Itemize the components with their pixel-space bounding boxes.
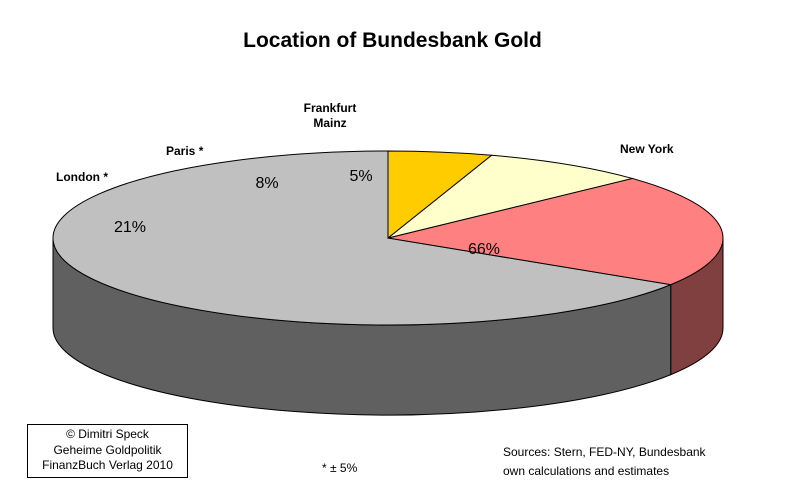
category-label-frankfurt-mainz: Frankfurt Mainz — [304, 101, 357, 130]
category-label-london: London * — [56, 170, 108, 184]
copyright-box: © Dimitri Speck Geheime Goldpolitik Fina… — [27, 424, 188, 478]
value-label-london: 21% — [114, 219, 146, 236]
sources-line-1: Sources: Stern, FED-NY, Bundesbank — [503, 445, 706, 459]
slice-frankfurt-mainz — [387, 150, 493, 240]
pie-labels: New York 66% London * 21% Paris * 8% Frankfurt… — [56, 101, 674, 258]
copyright-line-3: FinanzBuch Verlag 2010 — [42, 458, 173, 472]
category-label-new-york: New York — [620, 142, 674, 156]
value-label-frankfurt-mainz: 5% — [349, 168, 372, 185]
slice-london — [387, 177, 724, 286]
slice-paris — [387, 154, 635, 239]
value-label-new-york: 66% — [468, 241, 500, 258]
copyright-line-1: © Dimitri Speck — [66, 427, 149, 441]
footnote: * ± 5% — [322, 461, 358, 475]
pie-slices — [52, 150, 724, 326]
slice-new-york — [52, 150, 673, 326]
value-label-paris: 8% — [255, 175, 278, 192]
chart-title: Location of Bundesbank Gold — [243, 29, 542, 52]
sources-line-2: own calculations and estimates — [503, 464, 670, 478]
copyright-line-2: Geheime Goldpolitik — [53, 442, 162, 457]
sources-note: Sources: Stern, FED-NY, Bundesbank own c… — [503, 443, 706, 481]
category-label-paris: Paris * — [166, 144, 204, 158]
